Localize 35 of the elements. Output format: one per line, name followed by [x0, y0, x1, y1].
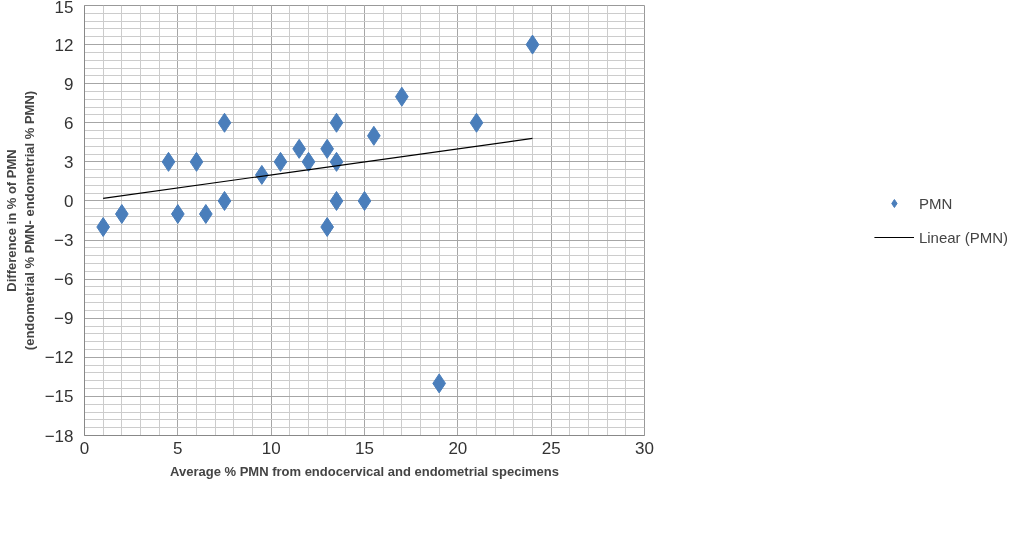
x-axis-title: Average % PMN from endocervical and endometrial specimens [170, 463, 559, 479]
y-tick-label: 0 [64, 191, 74, 211]
y-tick-label: 9 [64, 74, 74, 94]
point [329, 190, 344, 211]
point [161, 151, 176, 172]
x-tick-label: 30 [635, 438, 654, 458]
point [217, 190, 232, 211]
y-tick-label: −3 [54, 231, 74, 251]
point [469, 112, 484, 133]
point [357, 190, 372, 211]
point [329, 151, 344, 172]
y-tick-label: 6 [64, 113, 74, 133]
y-tick-label: −9 [54, 309, 74, 329]
point [525, 34, 540, 55]
point [273, 151, 288, 172]
x-tick-label: 20 [448, 438, 468, 458]
y-tick-label: −18 [44, 426, 74, 446]
y-tick-label: 12 [54, 35, 74, 55]
x-tick-label: 10 [261, 438, 281, 458]
y-tick-label: −6 [54, 270, 74, 290]
point [329, 112, 344, 133]
legend-label: PMN [918, 194, 953, 212]
y-tick-label: 3 [64, 152, 74, 172]
y-axis-title: Difference in % of PMN (endometrial % PMN- endometrial % PMN) [3, 90, 37, 351]
y-tick-label: −15 [44, 387, 74, 407]
x-tick-label: 15 [355, 438, 374, 458]
x-tick-label: 25 [541, 438, 561, 458]
point [217, 112, 232, 133]
point [301, 151, 316, 172]
y-tick-label: 15 [54, 0, 74, 17]
point [189, 151, 204, 172]
x-tick-label: 5 [173, 438, 183, 458]
legend-label: Linear (PMN) [918, 228, 1009, 246]
y-tick-label: −12 [44, 348, 74, 368]
x-tick-label: 0 [79, 438, 90, 458]
